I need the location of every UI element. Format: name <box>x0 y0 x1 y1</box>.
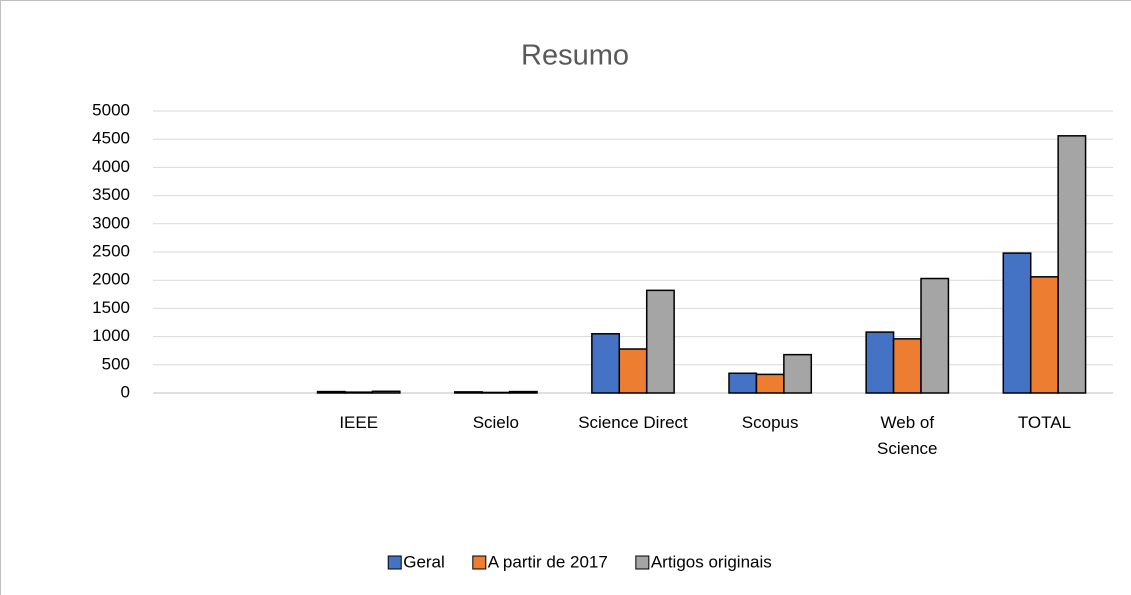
y-tick-label: 4000 <box>92 157 130 176</box>
bar <box>618 348 648 394</box>
x-tick-label: TOTAL <box>1017 413 1072 432</box>
y-tick-label: 4500 <box>92 129 130 148</box>
bar <box>1057 135 1087 394</box>
legend-label: A partir de 2017 <box>488 552 608 571</box>
y-tick-label: 500 <box>102 354 130 373</box>
bar <box>508 390 538 394</box>
bar <box>1029 276 1059 394</box>
bar <box>645 289 675 394</box>
legend-label: Geral <box>403 552 445 571</box>
bar <box>1002 252 1032 394</box>
bar <box>728 372 758 394</box>
bar <box>783 353 813 394</box>
y-tick-label: 5000 <box>92 100 130 119</box>
bar <box>755 373 785 394</box>
bar <box>481 391 511 394</box>
bar <box>920 277 950 394</box>
x-tick-label: IEEE <box>339 413 379 432</box>
bar <box>316 390 346 394</box>
bar <box>892 338 922 394</box>
legend-swatch <box>387 555 402 570</box>
legend-swatch <box>635 555 650 570</box>
x-tick-label: Science Direct <box>578 413 688 432</box>
x-tick-label: Scopus <box>741 413 799 432</box>
bar <box>344 391 374 394</box>
y-tick-label: 1000 <box>92 326 130 345</box>
legend-label: Artigos originais <box>651 552 772 571</box>
bar <box>865 331 895 394</box>
y-tick-label: 0 <box>121 382 130 401</box>
legend-swatch <box>472 555 487 570</box>
chart-title: Resumo <box>521 40 629 72</box>
x-tick-label: Web of Science <box>877 413 938 458</box>
x-tick-label: Scielo <box>472 413 519 432</box>
y-tick-label: 3500 <box>92 185 130 204</box>
y-tick-label: 1500 <box>92 298 130 317</box>
y-tick-label: 2000 <box>92 270 130 289</box>
bar <box>371 390 401 394</box>
y-tick-label: 2500 <box>92 241 130 260</box>
bar <box>453 391 483 394</box>
y-tick-label: 3000 <box>92 213 130 232</box>
bar <box>591 333 621 394</box>
